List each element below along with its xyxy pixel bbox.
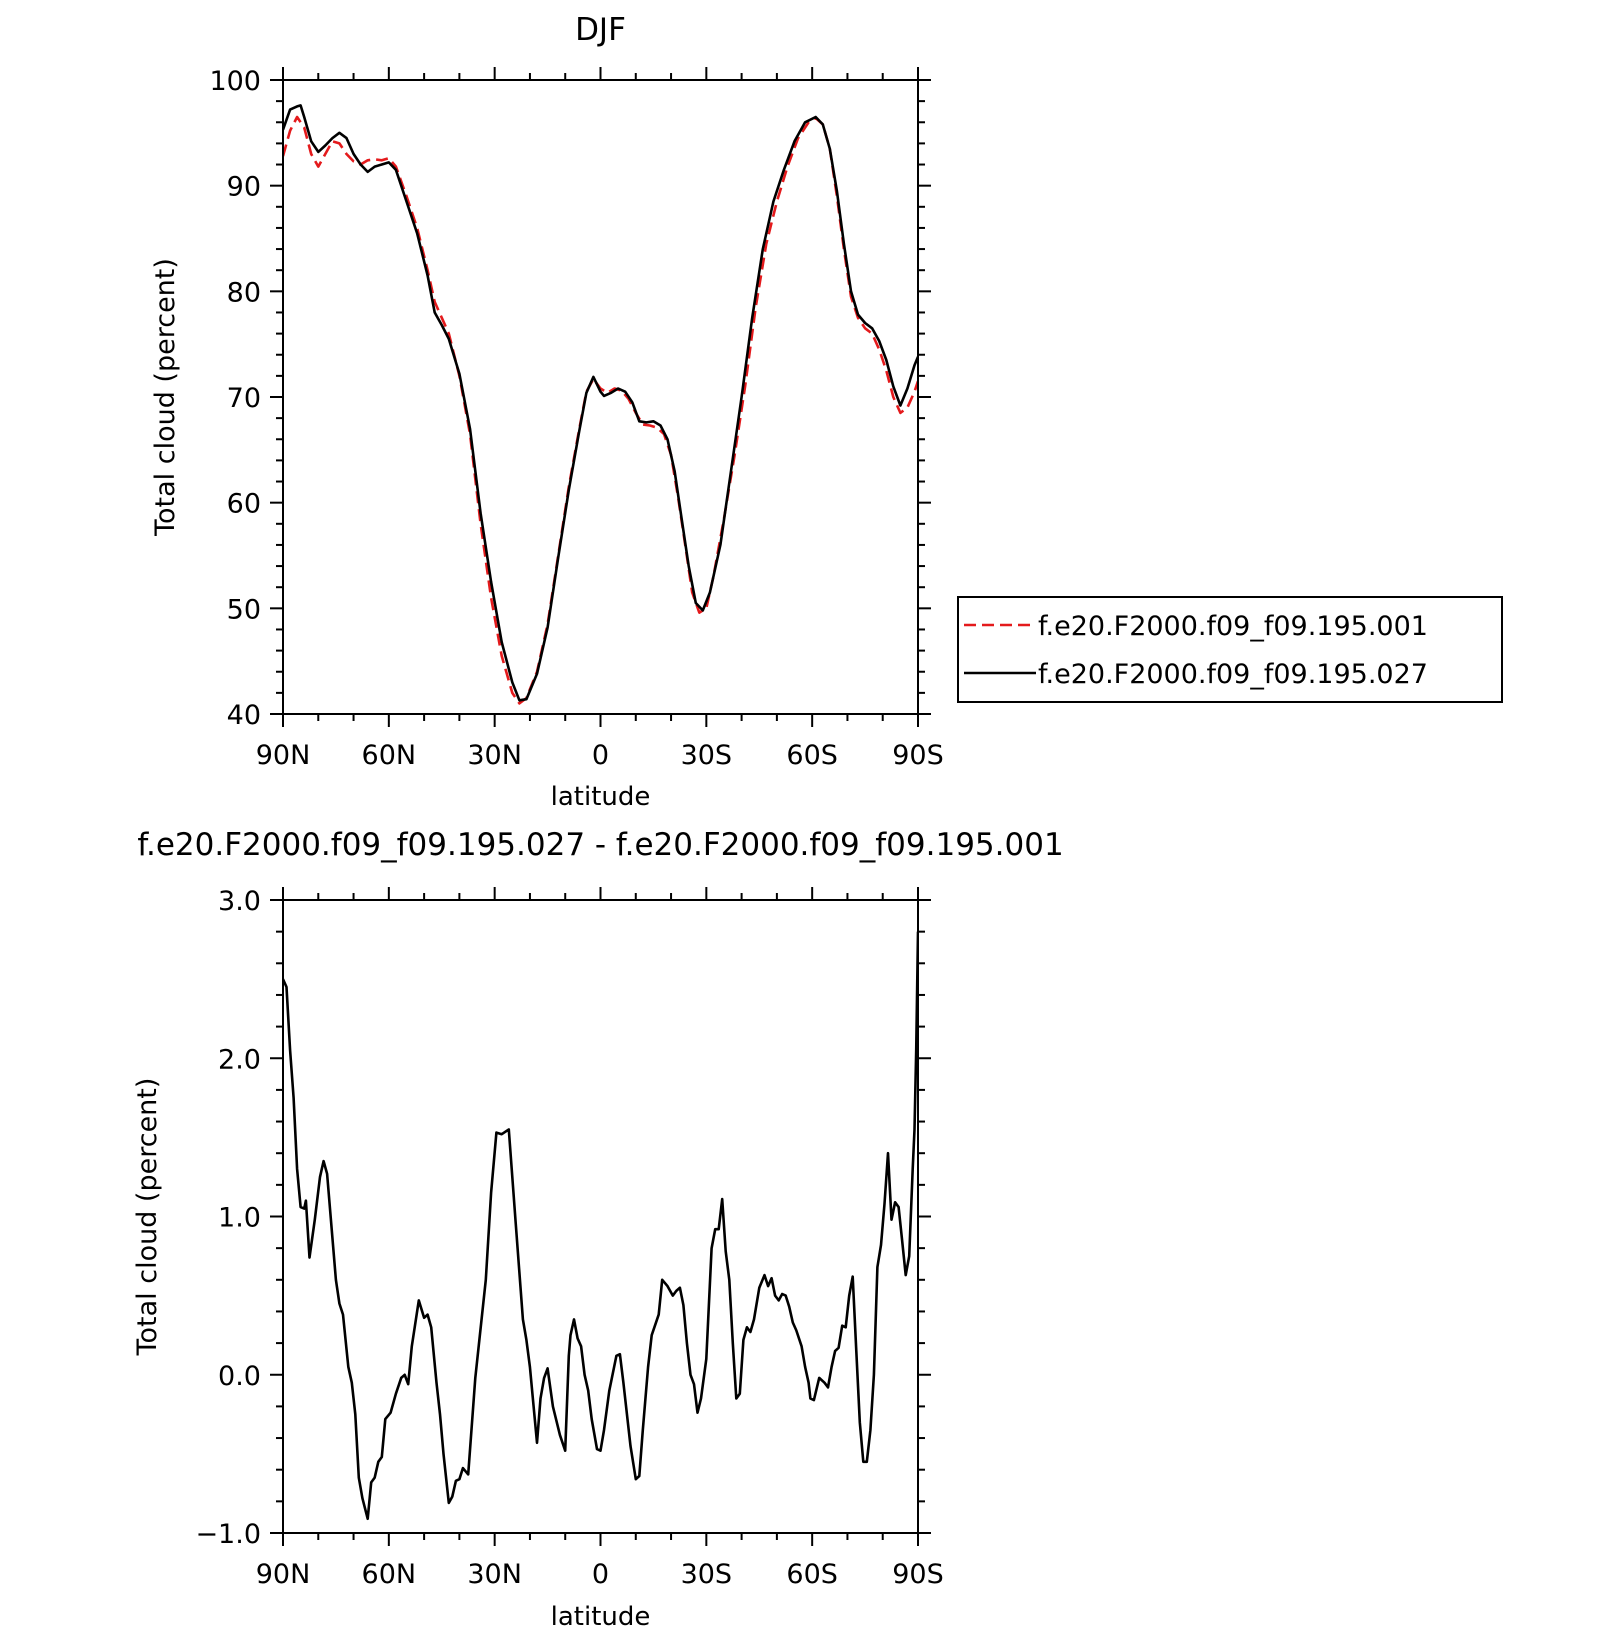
plot-frame: [282, 79, 919, 715]
series-line-1: [283, 115, 918, 705]
x-tick-label: 60N: [362, 1559, 417, 1590]
y-axis-label: Total cloud (percent): [150, 258, 181, 537]
x-tick-label: 30S: [681, 1559, 733, 1590]
y-tick-label: 40: [227, 700, 261, 731]
x-tick-label: 30S: [681, 740, 733, 771]
y-tick-label: 90: [227, 172, 261, 203]
y-tick-label: 100: [209, 66, 261, 97]
plot-frame: [282, 899, 919, 1534]
y-tick-label: 2.0: [218, 1044, 261, 1075]
y-tick-label: 1.0: [218, 1203, 261, 1234]
x-tick-label: 60S: [786, 740, 838, 771]
x-tick-label: 90S: [892, 740, 944, 771]
series-line-1: [283, 931, 918, 1521]
x-tick-label: 60N: [362, 740, 417, 771]
legend-label-1: f.e20.F2000.f09_f09.195.001: [1038, 611, 1428, 642]
legend-box: [957, 596, 1503, 703]
y-tick-label: 60: [227, 489, 261, 520]
chart-title: DJF: [575, 12, 626, 48]
y-tick-label: 50: [227, 594, 261, 625]
y-axis-label: Total cloud (percent): [132, 1078, 163, 1357]
legend-label-2: f.e20.F2000.f09_f09.195.027: [1038, 659, 1428, 690]
x-tick-label: 0: [592, 740, 609, 771]
chart-bottom: 90N 60N 30N 0 30S 60S 90S −1.0 0.0 1.0 2.0 3.0 latit…: [132, 827, 1064, 1632]
y-tick-label: −1.0: [195, 1519, 261, 1550]
y-tick-label: 3.0: [218, 886, 261, 917]
x-tick-label: 30N: [467, 1559, 522, 1590]
x-tick-label: 90N: [256, 740, 311, 771]
chart-title: f.e20.F2000.f09_f09.195.027 - f.e20.F200…: [137, 827, 1063, 863]
x-axis-label: latitude: [551, 782, 651, 812]
x-tick-label: 90S: [892, 1559, 944, 1590]
x-tick-label: 0: [592, 1559, 609, 1590]
x-tick-label: 90N: [256, 1559, 311, 1590]
y-tick-label: 0.0: [218, 1361, 261, 1392]
series-line-2: [283, 104, 918, 702]
x-tick-label: 60S: [786, 1559, 838, 1590]
chart-top: 90N 60N 30N 0 30S 60S 90S 40 50 60 70 80 90 100 latitu…: [150, 12, 1503, 812]
x-axis-label: latitude: [551, 1602, 651, 1632]
y-tick-label: 80: [227, 277, 261, 308]
y-tick-label: 70: [227, 383, 261, 414]
x-tick-label: 30N: [467, 740, 522, 771]
